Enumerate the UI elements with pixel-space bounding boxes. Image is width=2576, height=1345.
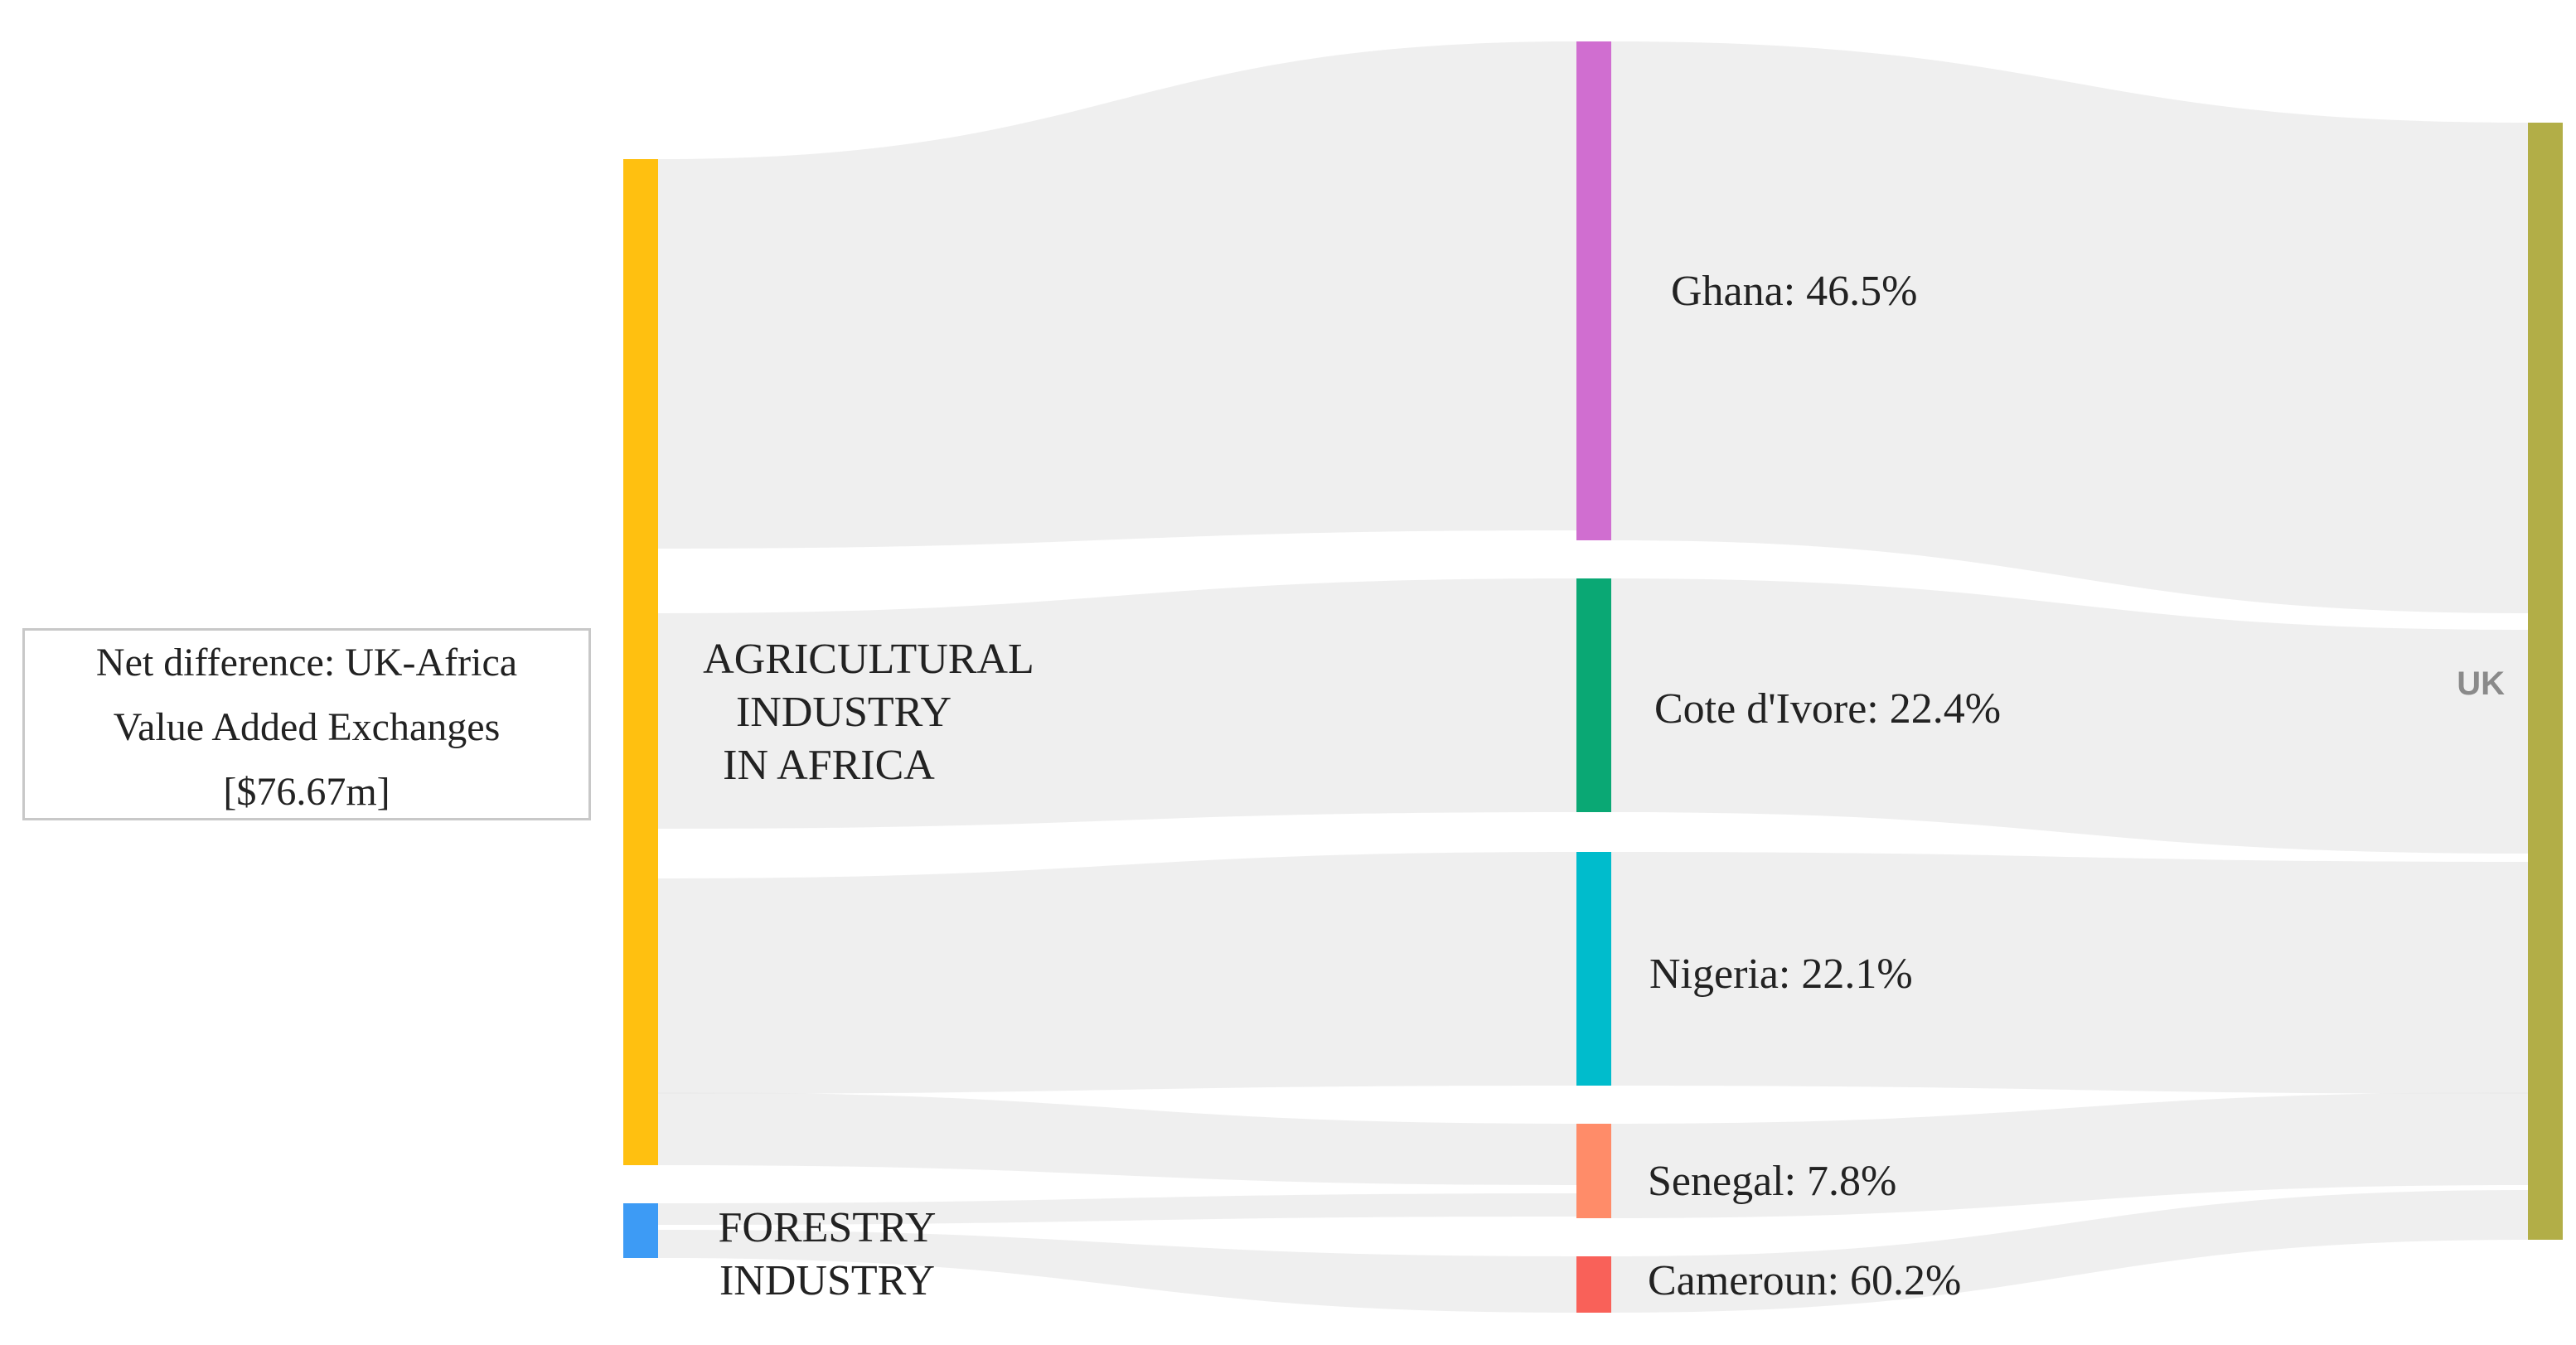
net-difference-line-2: Value Added Exchanges — [113, 705, 501, 749]
link-forestry-to-cameroun — [658, 1230, 1576, 1313]
uk-label: UK — [2457, 665, 2505, 702]
agri-label-line-3: IN AFRICA — [723, 742, 935, 789]
link-agri-to-cote — [658, 578, 1576, 829]
node-ghana — [1576, 41, 1611, 540]
link-agri-to-senegal — [658, 1092, 1576, 1185]
senegal-label: Senegal: 7.8% — [1648, 1158, 1896, 1205]
forestry-label-line-2: INDUSTRY — [719, 1257, 935, 1304]
node-cameroun — [1576, 1256, 1611, 1313]
link-forestry-to-senegal — [658, 1193, 1576, 1225]
ghana-label: Ghana: 46.5% — [1671, 268, 1917, 315]
forestry-label-line-1: FORESTRY — [719, 1204, 937, 1251]
agri-label-line-1: AGRICULTURAL — [703, 636, 1034, 683]
agri-label-line-2: INDUSTRY — [736, 689, 951, 736]
node-senegal — [1576, 1124, 1611, 1218]
node-forestry — [623, 1203, 658, 1258]
net-difference-line-1: Net difference: UK-Africa — [95, 641, 518, 685]
node-nigeria — [1576, 852, 1611, 1086]
cote-divoire-label: Cote d'Ivore: 22.4% — [1654, 685, 2001, 733]
link-ghana-to-uk — [1611, 41, 2528, 613]
node-cote — [1576, 578, 1611, 812]
link-agri-to-nigeria — [658, 852, 1576, 1094]
cameroun-label: Cameroun: 60.2% — [1648, 1257, 1961, 1304]
node-agri — [623, 159, 658, 1165]
link-agri-to-ghana — [658, 41, 1576, 549]
link-cote-to-uk — [1611, 578, 2528, 854]
node-uk — [2528, 123, 2563, 1240]
net-difference-box: Net difference: UK-Africa Value Added Ex… — [22, 628, 591, 820]
link-nigeria-to-uk — [1611, 852, 2528, 1094]
net-difference-line-3: [$76.67m] — [223, 770, 390, 814]
nigeria-label: Nigeria: 22.1% — [1649, 951, 1913, 998]
link-senegal-to-uk — [1611, 1092, 2528, 1218]
link-cameroun-to-uk — [1611, 1190, 2528, 1313]
